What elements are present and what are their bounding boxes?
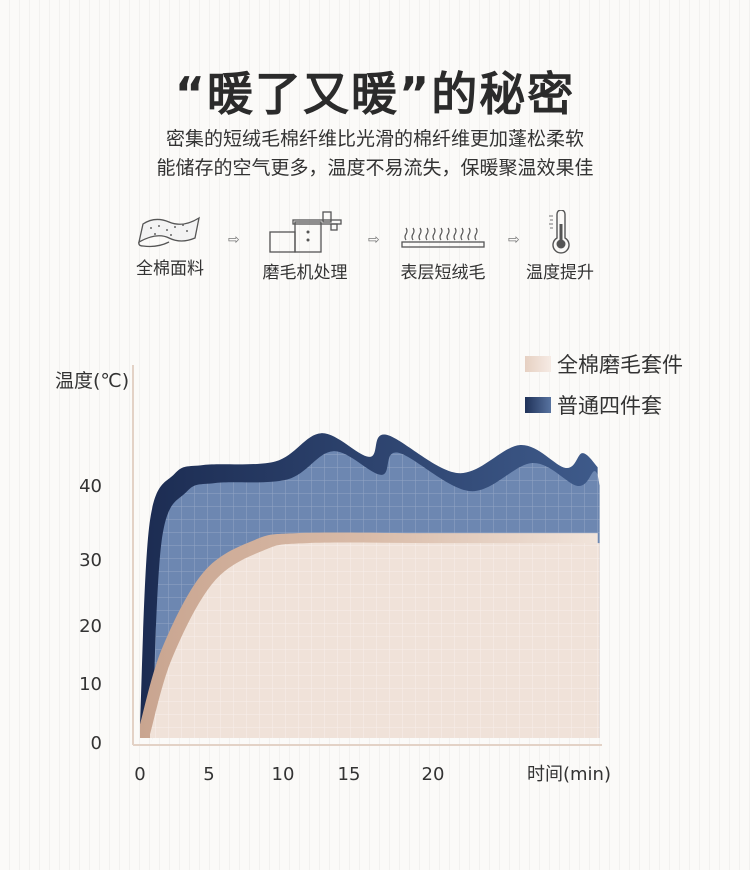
subtitle-line-1: 密集的短绒毛棉纤维比光滑的棉纤维更加蓬松柔软 — [165, 128, 584, 150]
process-step-fleece: 表层短绒毛 — [383, 210, 503, 283]
step-label: 温度提升 — [526, 263, 594, 283]
series-brushed — [140, 532, 600, 738]
arrow-right-icon: ⇨ — [228, 232, 240, 248]
x-tick-label: 15 — [338, 764, 361, 785]
thermometer-icon — [549, 210, 570, 254]
x-tick-label: 5 — [203, 764, 214, 785]
arrow-right-icon: ⇨ — [368, 232, 380, 248]
y-tick-label: 10 — [79, 674, 102, 695]
legend-swatch — [525, 356, 551, 372]
arrow-right-icon: ⇨ — [508, 232, 520, 248]
x-tick-label: 0 — [134, 764, 145, 785]
legend-item-regular: 普通四件套 — [525, 390, 662, 420]
process-step-fabric: 全棉面料 — [110, 210, 230, 279]
step-label: 全棉面料 — [136, 259, 204, 279]
subtitle-line-2: 能储存的空气更多，温度不易流失，保暖聚温效果佳 — [156, 157, 594, 179]
legend-item-brushed: 全棉磨毛套件 — [525, 349, 683, 379]
step-label: 磨毛机处理 — [262, 263, 348, 283]
legend-swatch — [525, 397, 551, 413]
y-tick-label: 40 — [79, 476, 102, 497]
legend-label: 全棉磨毛套件 — [557, 353, 683, 377]
x-tick-label: 10 — [272, 764, 295, 785]
x-axis-label: 时间(min) — [527, 764, 611, 785]
fabric-icon — [138, 216, 200, 248]
brushing-machine-icon — [269, 211, 342, 253]
x-tick-label: 20 — [422, 764, 445, 785]
process-step-temperature: 温度提升 — [500, 210, 620, 283]
step-label: 表层短绒毛 — [400, 263, 486, 283]
y-axis-label: 温度(℃) — [55, 370, 129, 392]
y-tick-label: 20 — [79, 616, 102, 637]
legend-label: 普通四件套 — [557, 394, 662, 418]
process-step-brushing: 磨毛机处理 — [245, 210, 365, 283]
short-fleece-icon — [401, 227, 485, 248]
y-tick-label: 30 — [79, 550, 102, 571]
page-title: “暖了又暖”的秘密 — [174, 67, 576, 121]
series-area-grid — [150, 542, 600, 738]
y-tick-label: 0 — [91, 733, 102, 754]
